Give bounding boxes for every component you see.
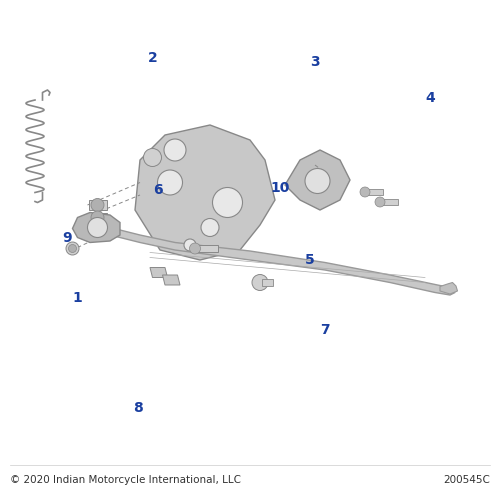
Circle shape — [68, 244, 76, 252]
Polygon shape — [135, 125, 275, 260]
Circle shape — [305, 168, 330, 194]
Polygon shape — [162, 275, 180, 285]
Bar — [362, 189, 382, 195]
Text: 1: 1 — [72, 290, 83, 304]
Bar — [88, 212, 106, 222]
Text: 2: 2 — [148, 50, 158, 64]
Text: 3: 3 — [310, 56, 320, 70]
Circle shape — [91, 198, 104, 211]
Text: 5: 5 — [305, 253, 315, 267]
Circle shape — [144, 148, 162, 166]
Circle shape — [66, 242, 79, 255]
Circle shape — [360, 187, 370, 197]
Text: © 2020 Indian Motorcycle International, LLC: © 2020 Indian Motorcycle International, … — [10, 475, 241, 485]
Text: 7: 7 — [320, 323, 330, 337]
Bar — [262, 279, 273, 286]
Text: 6: 6 — [152, 183, 162, 197]
Bar — [195, 245, 218, 252]
Circle shape — [212, 188, 242, 218]
Polygon shape — [285, 150, 350, 210]
Circle shape — [201, 218, 219, 236]
Circle shape — [91, 211, 104, 224]
Polygon shape — [150, 268, 168, 278]
Circle shape — [375, 197, 385, 207]
Circle shape — [252, 274, 268, 290]
Polygon shape — [72, 212, 120, 242]
Circle shape — [190, 243, 200, 254]
Text: 200545C: 200545C — [443, 475, 490, 485]
Polygon shape — [88, 220, 455, 295]
Bar — [88, 200, 106, 210]
Text: 10: 10 — [270, 180, 289, 194]
Text: 4: 4 — [425, 90, 435, 104]
Circle shape — [88, 218, 108, 238]
Bar — [378, 199, 398, 205]
Circle shape — [164, 139, 186, 161]
Text: 9: 9 — [62, 230, 72, 244]
Polygon shape — [440, 282, 458, 294]
Text: 8: 8 — [132, 400, 142, 414]
Circle shape — [184, 239, 196, 251]
Circle shape — [158, 170, 182, 195]
